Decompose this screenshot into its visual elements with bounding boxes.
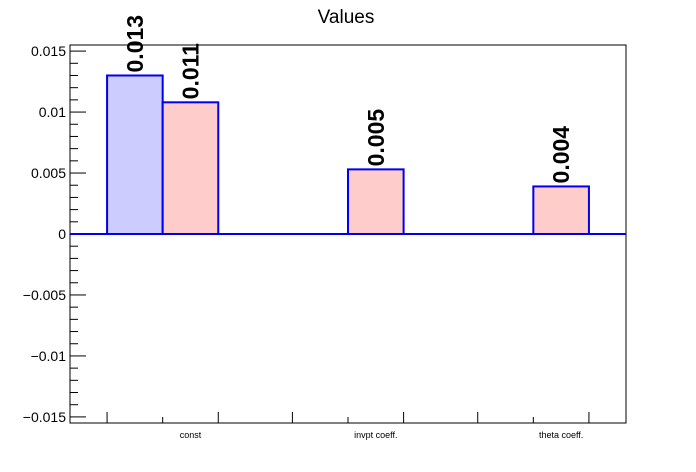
y-tick-label: 0 [58, 226, 66, 242]
data-labels: 0.013 0.011 0.005 0.004 [122, 15, 574, 184]
y-tick-label: −0.015 [23, 409, 66, 425]
data-label: 0.004 [548, 126, 574, 184]
y-tick-label: 0.01 [39, 104, 66, 120]
y-tick-label: 0.015 [31, 43, 66, 59]
axis-ticks: −0.015 −0.01 −0.005 0 0.005 0.01 0.015 const inv… [23, 43, 590, 440]
bar [532, 185, 590, 235]
x-tick-label: invpt coeff. [354, 430, 397, 440]
x-tick-label: theta coeff. [539, 430, 583, 440]
y-tick-label: 0.005 [31, 165, 66, 181]
bars [106, 74, 590, 235]
x-tick-label: const [180, 430, 202, 440]
data-label: 0.011 [177, 43, 203, 99]
bar [106, 74, 164, 235]
data-label: 0.005 [363, 109, 389, 167]
chart-title: Values [318, 7, 375, 28]
y-tick-label: −0.01 [31, 348, 67, 364]
data-label: 0.013 [122, 15, 148, 73]
y-tick-label: −0.005 [23, 287, 66, 303]
bar [161, 101, 220, 235]
bar [347, 168, 405, 235]
